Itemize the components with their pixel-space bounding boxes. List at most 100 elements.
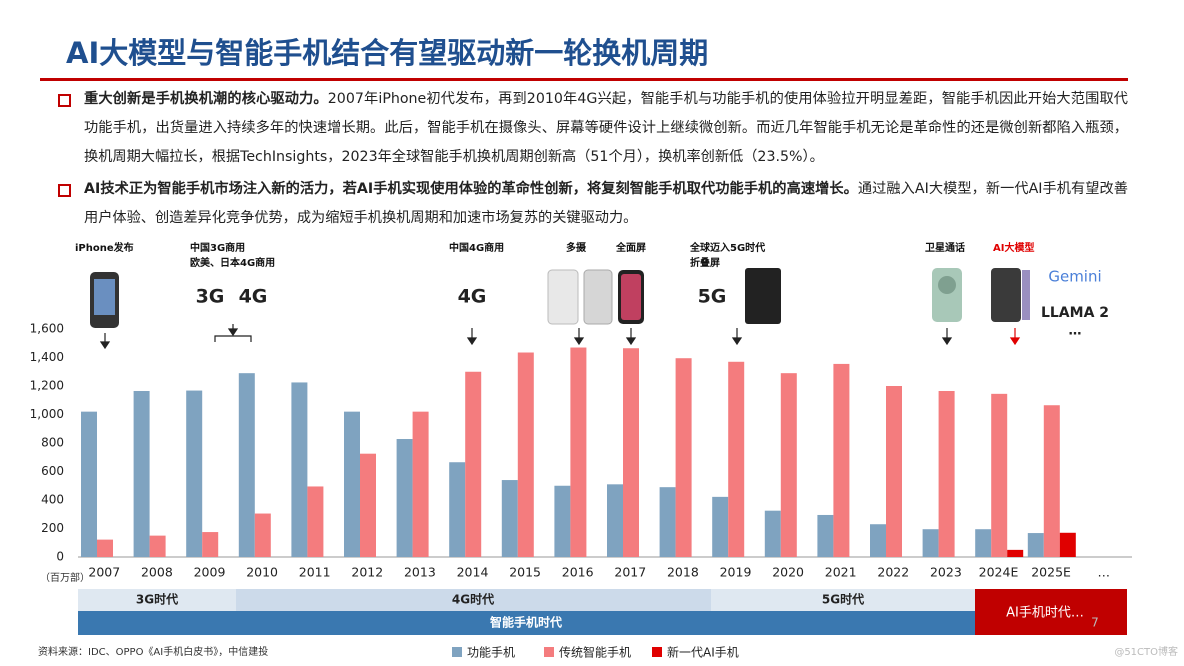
y-tick-label: 1,200	[30, 379, 64, 393]
x-tick-label: 2024E	[979, 565, 1019, 580]
era-label: 5G时代	[822, 592, 864, 607]
ai-model-label: …	[1069, 324, 1082, 339]
x-tick-label: 2022	[877, 565, 909, 580]
bar	[1043, 405, 1060, 557]
annotation: AI大模型	[993, 241, 1034, 254]
bar	[449, 462, 466, 557]
network-icon-label: 3G	[196, 286, 225, 308]
era-label: 智能手机时代	[489, 615, 562, 630]
x-tick-label: 2023	[930, 565, 962, 580]
x-tick-label: 2015	[509, 565, 541, 580]
x-tick-label: 2010	[246, 565, 278, 580]
bar	[728, 361, 745, 557]
bar	[254, 513, 271, 557]
bar	[307, 486, 324, 557]
era-label: AI手机时代…	[1006, 606, 1084, 621]
x-tick-label: 2007	[88, 565, 120, 580]
bar	[133, 390, 150, 557]
annotation: 卫星通话	[925, 241, 965, 254]
legend-swatch	[544, 647, 554, 657]
bar	[1059, 532, 1076, 557]
x-tick-label: 2018	[667, 565, 699, 580]
bar	[780, 373, 797, 557]
bar	[623, 348, 639, 557]
title-rule	[40, 78, 1128, 81]
source: 资料来源：IDC、OPPO《AI手机白皮书》，中信建投	[38, 645, 268, 658]
era-band	[78, 611, 975, 635]
x-tick-label: 2020	[772, 565, 804, 580]
bar	[886, 386, 902, 557]
slide-title: AI大模型与智能手机结合有望驱动新一轮换机周期	[66, 36, 709, 70]
era-band	[975, 589, 1127, 635]
bar	[764, 510, 781, 557]
bar	[833, 363, 850, 557]
bar	[712, 496, 729, 557]
phone-illustrations	[90, 268, 1030, 328]
bar	[1007, 549, 1024, 557]
era-label: 3G时代	[136, 592, 178, 607]
bullet-icon	[58, 94, 71, 107]
bar	[238, 373, 255, 557]
y-unit: （百万部）	[40, 571, 90, 584]
annotation: iPhone发布	[75, 241, 134, 254]
era-band	[711, 589, 975, 611]
bar	[517, 352, 534, 557]
legend-label: 新一代AI手机	[667, 645, 739, 660]
bar	[570, 347, 587, 557]
bullet-text: 2007年iPhone初代发布，再到2010年4G兴起，智能手机与功能手机的使用…	[84, 91, 1128, 165]
ai-model-label: Gemini	[1048, 268, 1101, 286]
network-icon-label: 5G	[698, 286, 727, 308]
x-tick-label: 2011	[299, 565, 331, 580]
bar	[97, 539, 113, 557]
x-tick-label: 2014	[457, 565, 489, 580]
annotation: 多摄	[566, 241, 587, 254]
arrows	[99, 324, 1021, 350]
y-tick-label: 600	[41, 464, 64, 478]
era-band	[236, 589, 711, 611]
x-tick-label: 2025E	[1031, 565, 1071, 580]
x-tick-label: 2021	[825, 565, 857, 580]
bar	[922, 529, 939, 557]
y-tick-label: 1,000	[30, 407, 64, 421]
y-tick-label: 0	[56, 550, 64, 564]
bar	[81, 411, 97, 557]
era-band	[78, 589, 236, 611]
bar	[938, 390, 955, 557]
page-number: 7	[1091, 616, 1099, 630]
annotation: 中国3G商用	[190, 241, 245, 254]
bar	[675, 358, 692, 557]
bar	[344, 411, 360, 557]
x-tick-label: 2012	[351, 565, 383, 580]
bar	[501, 480, 518, 557]
y-tick-label: 200	[41, 521, 64, 535]
bullet-bold: AI技术正为智能手机市场注入新的活力，若AI手机实现使用体验的革命性创新，将复刻…	[84, 181, 858, 197]
legend-label: 传统智能手机	[559, 645, 631, 660]
legend-swatch	[652, 647, 662, 657]
y-tick-label: 1,600	[30, 322, 64, 336]
network-icon-label: 4G	[458, 286, 487, 308]
y-tick-label: 1,400	[30, 350, 64, 364]
x-tick-label: 2016	[562, 565, 594, 580]
y-tick-label: 400	[41, 493, 64, 507]
bullet-icon	[58, 184, 71, 197]
bar	[991, 393, 1008, 557]
annotation: 欧美、日本4G商用	[190, 256, 275, 269]
x-tick-label: 2013	[404, 565, 436, 580]
bar	[396, 439, 413, 557]
annotation: 全面屏	[615, 241, 646, 254]
x-tick-label: …	[1097, 565, 1110, 580]
bar	[975, 529, 992, 557]
legend-label: 功能手机	[467, 646, 515, 660]
ai-model-label: LLAMA 2	[1041, 305, 1109, 321]
bar	[607, 484, 623, 557]
bullet-text: 通过融入AI大模型，新一代AI手机有望改善用户体验、创造差异化竞争优势，成为缩短…	[84, 181, 1128, 226]
bar	[186, 390, 203, 557]
bar	[412, 411, 429, 557]
watermark: @51CTO博客	[1114, 645, 1178, 658]
bar	[291, 382, 308, 557]
bullet-bold: 重大创新是手机换机潮的核心驱动力。	[84, 91, 328, 107]
x-tick-label: 2008	[141, 565, 173, 580]
bullet: 重大创新是手机换机潮的核心驱动力。2007年iPhone初代发布，再到2010年…	[84, 85, 1128, 172]
